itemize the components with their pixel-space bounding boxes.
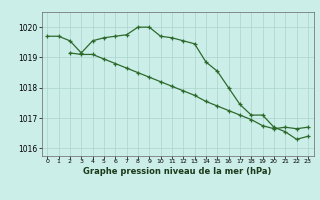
X-axis label: Graphe pression niveau de la mer (hPa): Graphe pression niveau de la mer (hPa) [84, 167, 272, 176]
